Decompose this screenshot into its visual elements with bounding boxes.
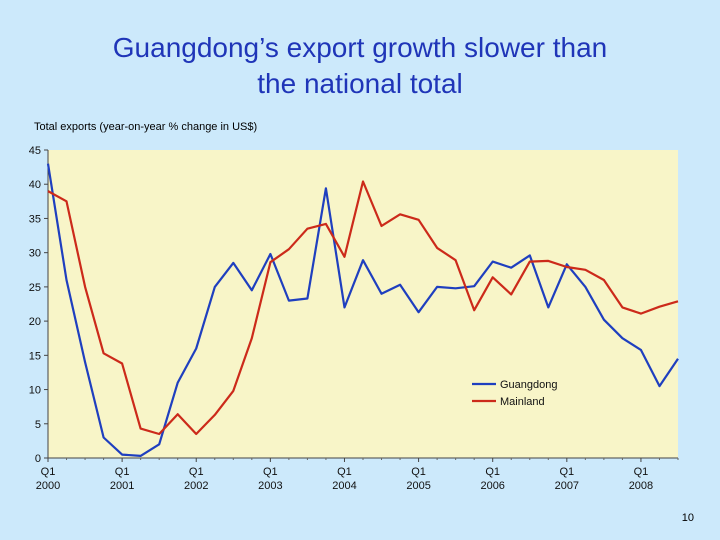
- y-tick-label: 40: [29, 179, 41, 191]
- x-tick-label-quarter: Q1: [411, 466, 426, 478]
- x-tick-label-year: 2008: [629, 480, 653, 492]
- plot-area: [48, 150, 678, 458]
- y-tick-label: 5: [35, 419, 41, 431]
- x-tick-label-year: 2003: [258, 480, 282, 492]
- page-number: 10: [681, 512, 694, 524]
- x-tick-label-quarter: Q1: [115, 466, 130, 478]
- y-tick-label: 30: [29, 248, 41, 260]
- y-tick-label: 15: [29, 350, 41, 362]
- y-tick-label: 10: [29, 385, 41, 397]
- x-tick-label-year: 2005: [406, 480, 430, 492]
- slide-title-line-1: Guangdong’s export growth slower than: [112, 32, 608, 63]
- x-tick-label-quarter: Q1: [634, 466, 649, 478]
- slide-title: Guangdong’s export growth slower than th…: [0, 30, 720, 102]
- x-tick-label-quarter: Q1: [41, 466, 56, 478]
- x-tick-label-year: 2000: [36, 480, 60, 492]
- x-tick-label-quarter: Q1: [559, 466, 574, 478]
- series-line-mainland: [47, 180, 679, 436]
- x-tick-label-year: 2004: [332, 480, 356, 492]
- y-tick-label: 20: [29, 316, 41, 328]
- series-line-guangdong: [46, 163, 679, 457]
- legend-label-guangdong: Guangdong: [500, 379, 558, 391]
- x-tick-label-year: 2001: [110, 480, 134, 492]
- x-tick-label-year: 2007: [555, 480, 579, 492]
- chart-title: Total exports (year-on-year % change in …: [34, 121, 258, 133]
- x-tick-label-year: 2002: [184, 480, 208, 492]
- x-tick-label-quarter: Q1: [189, 466, 204, 478]
- x-tick-label-quarter: Q1: [485, 466, 500, 478]
- x-tick-label-year: 2006: [480, 480, 504, 492]
- legend-label-mainland: Mainland: [500, 396, 545, 408]
- x-tick-label-quarter: Q1: [337, 466, 352, 478]
- slide-title-line-2: the national total: [257, 68, 463, 99]
- x-tick-label-quarter: Q1: [263, 466, 278, 478]
- y-tick-label: 25: [29, 282, 41, 294]
- y-tick-label: 45: [29, 145, 41, 157]
- y-tick-label: 35: [29, 213, 41, 225]
- y-tick-label: 0: [35, 453, 41, 465]
